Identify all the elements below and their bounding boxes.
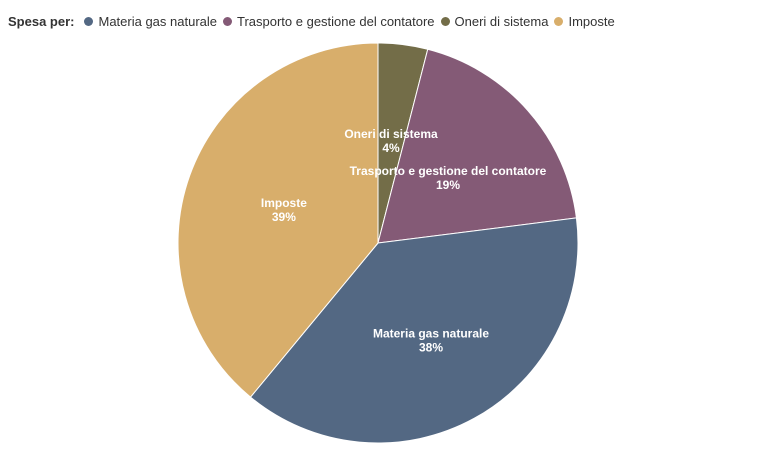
- legend-swatch: [554, 16, 564, 26]
- pie-slice-3[interactable]: [177, 42, 379, 398]
- legend-label: Imposte: [568, 13, 615, 29]
- legend: Spesa per: Materia gas naturale Trasport…: [8, 12, 621, 30]
- legend-label: Materia gas naturale: [98, 13, 217, 29]
- slice-value-label-3: 39%: [272, 210, 296, 224]
- slice-label-2: Oneri di sistema: [344, 127, 438, 141]
- legend-item-imposte[interactable]: Imposte: [554, 13, 615, 29]
- slice-label-1: Trasporto e gestione del contatore: [350, 164, 547, 178]
- slice-value-label-2: 4%: [382, 141, 400, 155]
- pie-slice-1[interactable]: [377, 48, 577, 244]
- legend-swatch: [84, 16, 94, 26]
- legend-label: Trasporto e gestione del contatore: [237, 13, 435, 29]
- legend-item-oneri-di-sistema[interactable]: Oneri di sistema: [440, 13, 549, 29]
- legend-item-materia-gas-naturale[interactable]: Materia gas naturale: [84, 14, 217, 29]
- legend-swatch: [440, 16, 450, 26]
- legend-title: Spesa per:: [8, 13, 75, 29]
- legend-swatch: [223, 16, 232, 26]
- legend-item-trasporto-gestione-contatore[interactable]: Trasporto e gestione del contatore: [223, 14, 435, 29]
- slice-value-label-1: 19%: [436, 178, 460, 192]
- pie-slice-0[interactable]: [249, 217, 579, 444]
- slice-label-0: Materia gas naturale: [373, 326, 489, 340]
- slice-value-label-0: 38%: [419, 340, 443, 354]
- slice-label-3: Imposte: [261, 196, 307, 210]
- pie-slices: [177, 42, 579, 444]
- legend-label: Oneri di sistema: [454, 13, 549, 29]
